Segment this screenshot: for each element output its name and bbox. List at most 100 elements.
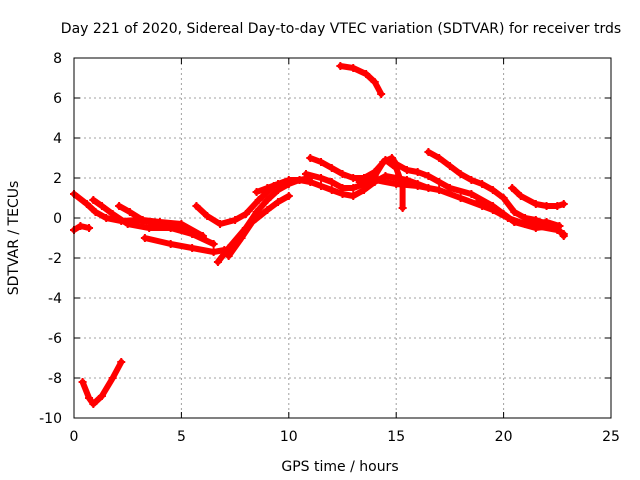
data-point — [555, 222, 564, 230]
y-tick-label: 8 — [53, 51, 62, 67]
data-point — [377, 90, 386, 98]
data-point — [338, 170, 347, 178]
data-point — [209, 248, 218, 256]
data-point — [381, 172, 390, 180]
series-arc-3 — [78, 358, 126, 408]
data-point — [82, 200, 91, 208]
data-point — [392, 180, 401, 188]
series-arc-13 — [336, 62, 386, 98]
data-point — [97, 202, 106, 210]
data-point — [203, 212, 212, 220]
data-point — [125, 208, 134, 216]
y-tick-label: 0 — [53, 211, 62, 227]
data-point — [445, 184, 454, 192]
data-point — [499, 194, 508, 202]
data-point — [213, 258, 222, 266]
data-point — [102, 214, 111, 222]
data-point — [510, 208, 519, 216]
data-point — [379, 158, 388, 166]
series-arc-10 — [224, 192, 293, 260]
data-point — [192, 202, 201, 210]
data-point — [274, 198, 283, 206]
data-point — [108, 374, 117, 382]
data-point — [338, 184, 347, 192]
data-point — [209, 240, 218, 248]
series-line — [79, 359, 125, 407]
data-point — [413, 168, 422, 176]
data-point — [559, 200, 568, 208]
data-point — [336, 62, 345, 70]
x-tick-label: 10 — [280, 429, 298, 445]
data-point — [224, 252, 233, 260]
data-point — [231, 216, 240, 224]
data-point — [145, 224, 154, 232]
data-point — [138, 216, 147, 224]
y-tick-label: -10 — [39, 411, 62, 427]
data-point — [398, 204, 407, 212]
data-point — [473, 198, 482, 206]
grid — [74, 58, 611, 418]
data-point — [478, 180, 487, 188]
data-point — [542, 202, 551, 210]
data-point — [488, 186, 497, 194]
data-point — [252, 188, 261, 196]
data-point — [140, 234, 149, 242]
data-point — [177, 220, 186, 228]
data-point — [327, 186, 336, 194]
data-point — [349, 64, 358, 72]
data-point — [89, 400, 98, 408]
data-point — [553, 202, 562, 210]
data-point — [424, 148, 433, 156]
data-point — [435, 178, 444, 186]
data-point — [488, 206, 497, 214]
data-point — [402, 166, 411, 174]
data-point — [456, 170, 465, 178]
data-point — [516, 192, 525, 200]
data-point — [327, 178, 336, 186]
plot-frame — [73, 57, 612, 419]
data-point — [317, 158, 326, 166]
data-point — [254, 196, 263, 204]
data-point — [503, 214, 512, 222]
data-point — [216, 220, 225, 228]
data-point — [252, 208, 261, 216]
x-tick-label: 5 — [177, 429, 186, 445]
series-arc-2 — [70, 222, 94, 234]
data-point — [306, 178, 315, 186]
y-tick-label: 2 — [53, 171, 62, 187]
data-point — [117, 358, 126, 366]
data-point — [508, 184, 517, 192]
data-point — [108, 210, 117, 218]
data-point — [349, 174, 358, 182]
data-point — [284, 192, 293, 200]
x-tick-label: 20 — [495, 429, 513, 445]
data-point — [188, 244, 197, 252]
data-point — [301, 170, 310, 178]
data-point — [263, 206, 272, 214]
data-point — [166, 240, 175, 248]
data-point — [413, 182, 422, 190]
data-point — [392, 160, 401, 168]
data-point — [362, 70, 371, 78]
data-point — [263, 184, 272, 192]
data-point — [387, 154, 396, 162]
y-tick-label: -4 — [48, 291, 62, 307]
data-point — [435, 154, 444, 162]
data-point — [317, 174, 326, 182]
data-point — [531, 200, 540, 208]
data-point — [155, 218, 164, 226]
data-point — [435, 186, 444, 194]
series-arc-4 — [89, 196, 218, 248]
y-tick-label: 4 — [53, 131, 62, 147]
data-point — [295, 176, 304, 184]
data-point — [349, 184, 358, 192]
data-point — [542, 218, 551, 226]
data-point — [198, 232, 207, 240]
data-point — [445, 162, 454, 170]
y-tick-label: -6 — [48, 331, 62, 347]
data-point — [306, 154, 315, 162]
data-point — [424, 172, 433, 180]
data-point — [467, 190, 476, 198]
data-point — [317, 182, 326, 190]
data-point — [370, 78, 379, 86]
